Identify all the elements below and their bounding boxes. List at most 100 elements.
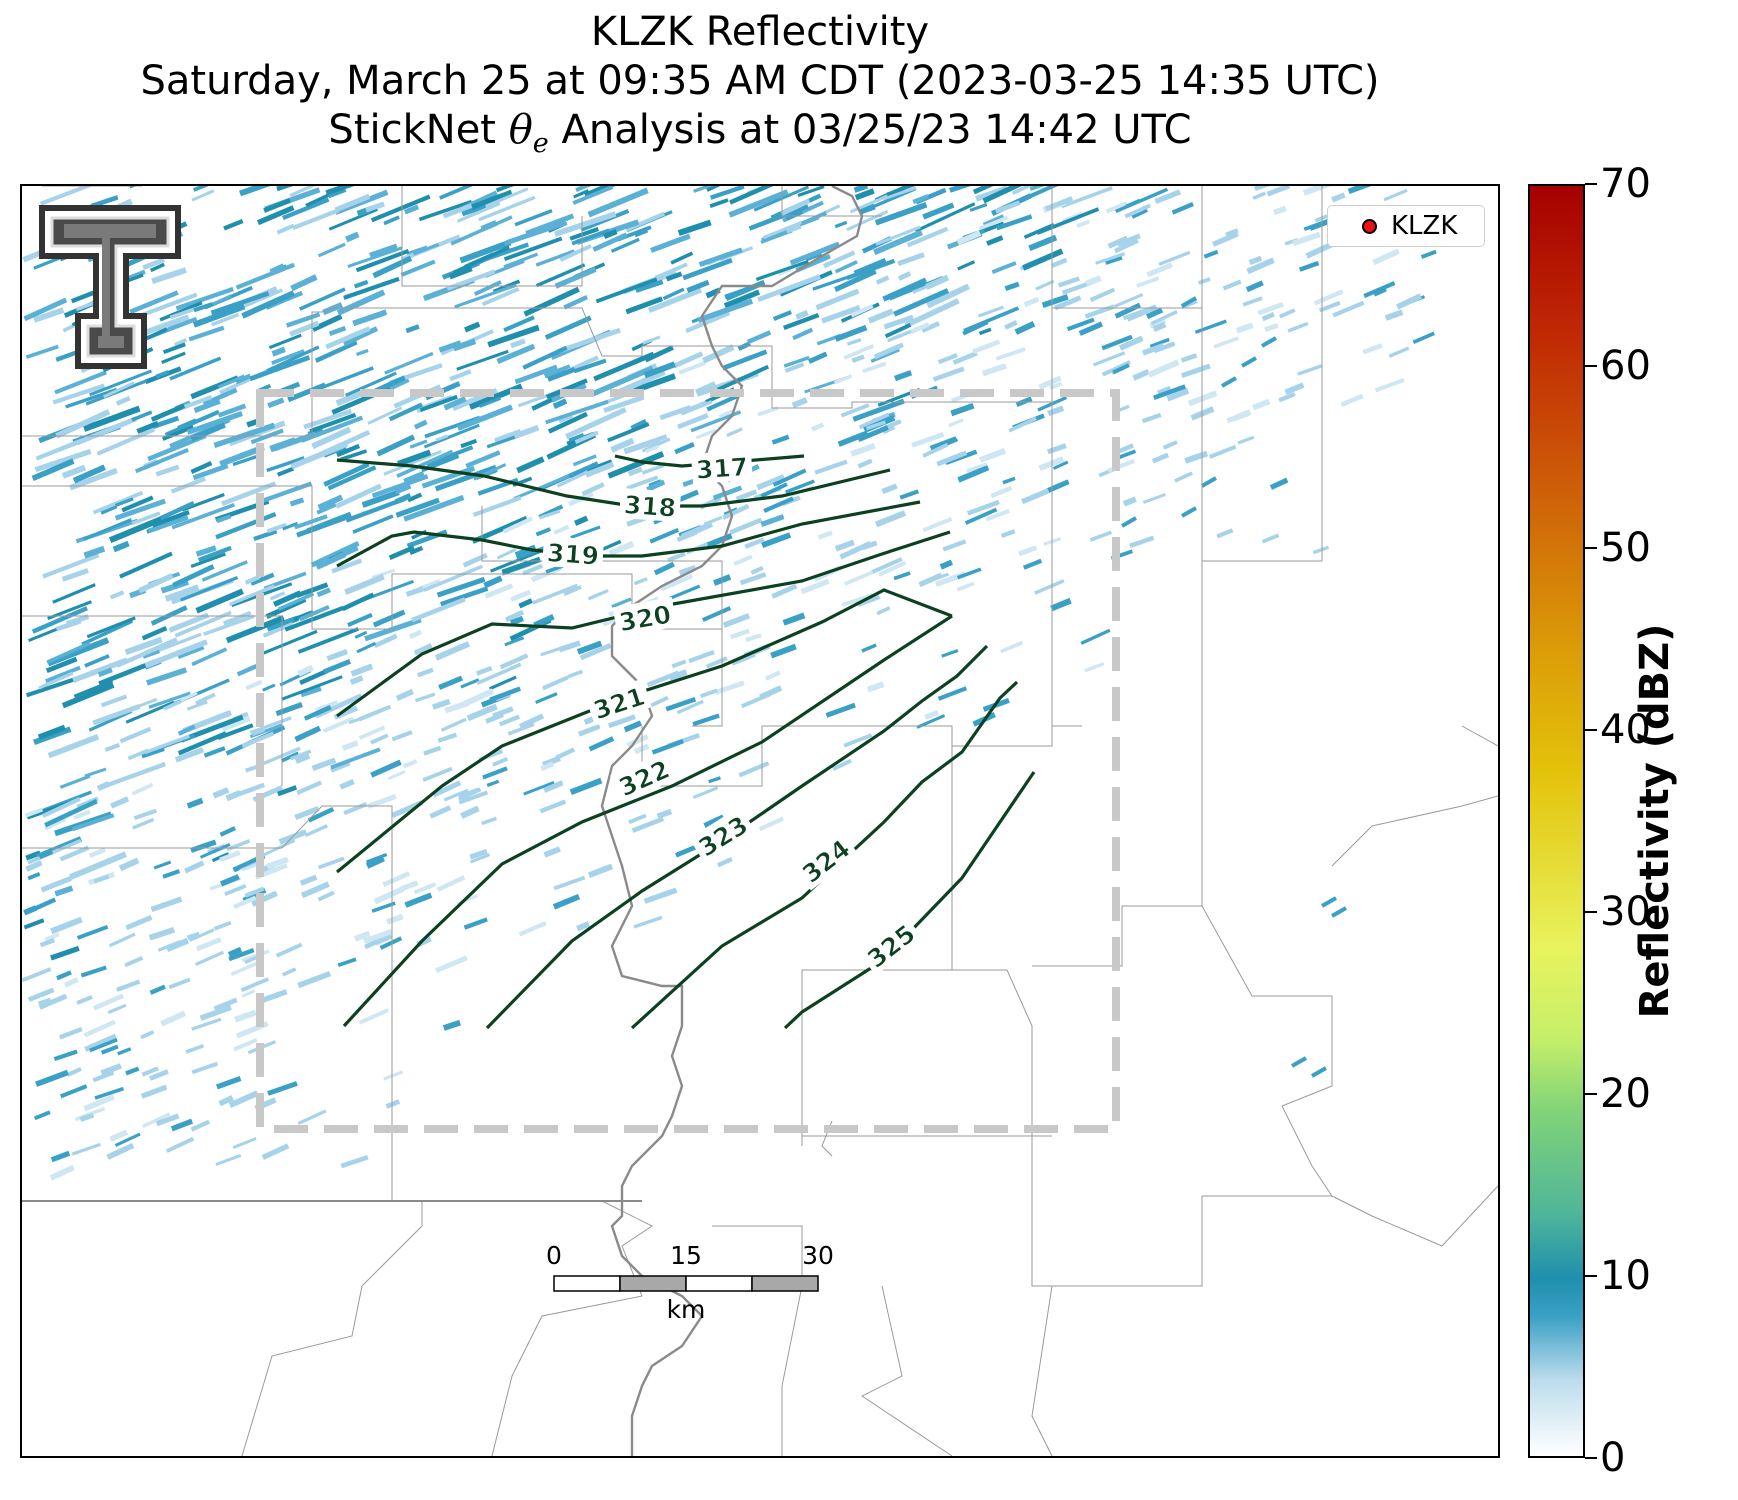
reflectivity-echo [482,766,508,780]
reflectivity-echo [386,376,410,392]
radar-map[interactable]: 317 318 319 320 321 322 323 324 325 T 0 15 30 km… [20,184,1500,1458]
reflectivity-echo [131,410,153,422]
reflectivity-echo [906,226,949,248]
reflectivity-echo [942,539,967,552]
reflectivity-echo [330,747,381,770]
reflectivity-echo [370,194,431,223]
reflectivity-echo [761,532,792,548]
reflectivity-echo [956,581,975,592]
reflectivity-echo [852,398,905,422]
reflectivity-echo [186,797,204,809]
reflectivity-echo [656,808,673,819]
reflectivity-echo [1002,476,1016,485]
reflectivity-echo [1374,378,1405,393]
reflectivity-echo [558,413,574,424]
reflectivity-echo [760,514,785,527]
reflectivity-echo [904,298,960,328]
reflectivity-echo [52,583,96,604]
reflectivity-echo [148,691,191,709]
reflectivity-echo [995,214,1033,231]
reflectivity-echo [645,445,659,454]
reflectivity-echo [623,720,642,733]
reflectivity-echo [31,458,75,481]
reflectivity-echo [56,970,72,981]
reflectivity-echo [535,527,552,537]
reflectivity-echo [911,431,945,448]
reflectivity-echo [644,345,674,363]
reflectivity-echo [937,686,968,701]
reflectivity-echo [256,205,295,226]
reflectivity-echo [557,327,621,354]
reflectivity-echo [861,643,877,653]
reflectivity-echo [748,203,809,231]
reflectivity-echo [300,415,364,443]
title-line-1: KLZK Reflectivity [590,9,930,55]
reflectivity-echo [1331,192,1346,203]
reflectivity-echo [552,398,568,409]
reflectivity-echo [37,724,66,740]
reflectivity-echo [1318,300,1341,313]
reflectivity-echo [177,731,227,756]
reflectivity-echo [162,869,181,879]
logo-inner [64,224,156,348]
reflectivity-echo [1181,363,1211,379]
reflectivity-echo [116,637,178,668]
reflectivity-echo [345,496,407,523]
reflectivity-echo [1004,320,1018,330]
reflectivity-echo [142,257,165,270]
reflectivity-echo [245,679,263,691]
reflectivity-echo [1000,640,1024,654]
reflectivity-echo [370,733,389,745]
reflectivity-echo [553,875,586,891]
reflectivity-echo [149,1069,169,1081]
reflectivity-echo [558,640,581,653]
reflectivity-echo [607,451,665,479]
reflectivity-echo [791,397,808,409]
reflectivity-echo [269,591,286,601]
reflectivity-echo [575,186,592,192]
reflectivity-echo [22,967,52,983]
reflectivity-echo [184,860,205,874]
reflectivity-echo [833,374,853,385]
reflectivity-echo [309,412,357,434]
reflectivity-echo [1066,317,1095,332]
scalebar-tick-30: 30 [802,1241,834,1270]
reflectivity-echo [1412,331,1435,344]
reflectivity-echo [1291,1056,1307,1068]
reflectivity-echo [92,993,125,1011]
reflectivity-echo [241,290,295,319]
reflectivity-echo [731,652,756,666]
reflectivity-echo [1384,309,1404,321]
reflectivity-echo [660,573,693,592]
reflectivity-echo [119,551,173,579]
reflectivity-echo [435,434,449,442]
reflectivity-echo [289,749,312,761]
reflectivity-echo [299,668,329,685]
reflectivity-echo [413,882,437,895]
reflectivity-echo [250,572,275,586]
reflectivity-echo [710,186,745,200]
contour-label: 319 [546,538,600,571]
reflectivity-echo [874,510,907,528]
reflectivity-echo [148,515,189,533]
reflectivity-echo [1287,321,1309,333]
reflectivity-echo [352,514,394,534]
reflectivity-echo [807,351,828,364]
reflectivity-echo [641,463,665,475]
reflectivity-echo [42,553,100,579]
reflectivity-echo [317,494,344,511]
colorbar-tick-label: 40 [1600,707,1651,753]
reflectivity-echo [1045,479,1070,494]
reflectivity-echo [367,406,403,425]
reflectivity-echo [281,967,297,977]
reflectivity-echo [266,856,289,870]
reflectivity-echo [1261,311,1275,322]
reflectivity-echo [266,345,320,373]
reflectivity-echo [25,344,59,359]
reflectivity-echo [372,609,406,628]
reflectivity-echo [475,665,493,676]
reflectivity-echo [570,525,601,540]
colorbar-tick-label: 10 [1600,1253,1651,1299]
reflectivity-echo [100,504,118,515]
